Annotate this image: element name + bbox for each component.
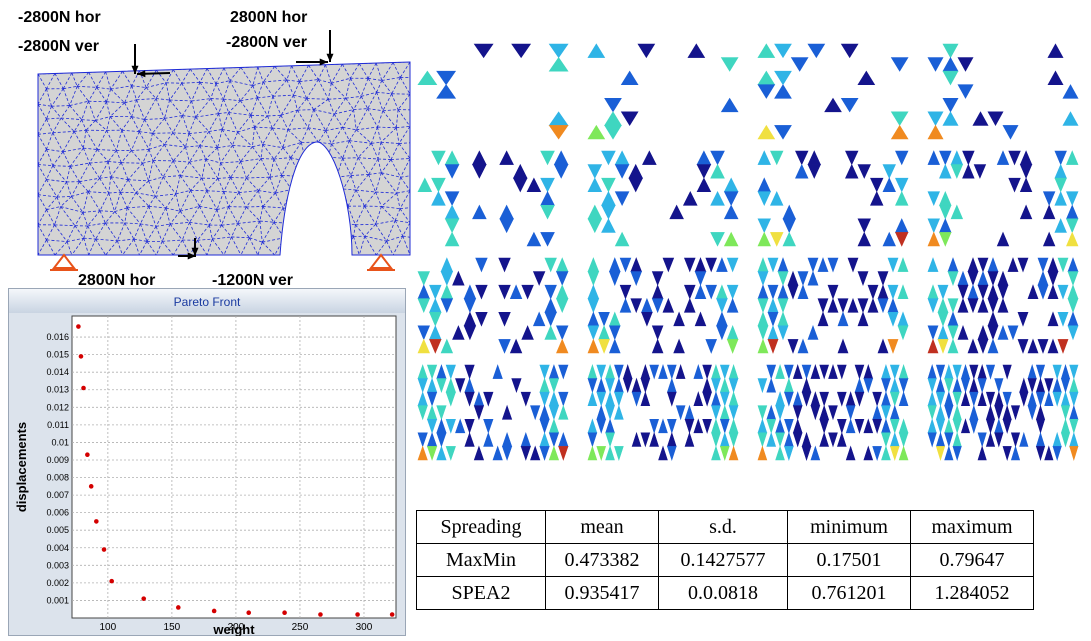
topology-panel: [418, 151, 568, 246]
y-axis-label: displacements: [14, 422, 29, 512]
y-tick-label: 0.002: [46, 578, 69, 588]
pareto-chart: Pareto Front 0.001 0.002 0.003 0.004 0.005 0.0…: [8, 288, 406, 636]
y-tick-label: 0.01: [51, 437, 69, 447]
table-cell: 0.17501: [788, 544, 911, 577]
header-cell: s.d.: [659, 511, 788, 544]
y-tick-label: 0.001: [46, 595, 69, 605]
topology-panel: [928, 258, 1078, 353]
load-label-top-left-ver: -2800N ver: [18, 38, 99, 56]
support-left: [54, 255, 74, 268]
data-point: [89, 484, 94, 489]
y-tick-label: 0.011: [47, 420, 69, 430]
data-point: [79, 354, 84, 359]
x-tick-label: 250: [292, 622, 309, 633]
x-axis-label: weight: [212, 622, 255, 636]
load-arrow-top-right-ver-head: [326, 54, 333, 62]
y-tick-label: 0.015: [46, 350, 69, 360]
x-tick-label: 150: [164, 622, 181, 633]
y-tick-label: 0.007: [46, 490, 69, 500]
data-point: [246, 610, 251, 615]
load-label-top-left-hor: -2800N hor: [18, 9, 101, 27]
data-point: [282, 610, 287, 615]
data-point: [109, 579, 114, 584]
topology-panel: [928, 44, 1078, 139]
topology-panel: [758, 44, 908, 139]
topology-panel: [758, 258, 908, 353]
topology-panel: [928, 365, 1078, 460]
header-cell: minimum: [788, 511, 911, 544]
data-point: [390, 612, 395, 617]
y-tick-label: 0.016: [46, 332, 69, 342]
topology-panel: [588, 365, 738, 460]
header-cell: maximum: [911, 511, 1034, 544]
support-right: [371, 255, 391, 268]
data-point: [76, 324, 81, 329]
topology-panel: [758, 151, 908, 246]
table-cell: 0.79647: [911, 544, 1034, 577]
y-tick-label: 0.012: [46, 402, 69, 412]
topology-panel: [928, 151, 1078, 246]
data-point: [318, 612, 323, 617]
table-cell: 0.0.0818: [659, 577, 788, 610]
y-tick-label: 0.013: [46, 385, 69, 395]
y-tick-label: 0.014: [46, 367, 69, 377]
plot-area: [72, 316, 396, 618]
data-point: [102, 547, 107, 552]
pareto-chart-svg: Pareto Front 0.001 0.002 0.003 0.004 0.005 0.0…: [8, 288, 406, 636]
data-point: [81, 386, 86, 391]
table-cell: SPEA2: [417, 577, 546, 610]
load-label-top-right-hor: 2800N hor: [230, 9, 307, 27]
topology-panel: [758, 365, 908, 460]
topology-grid-svg: [410, 40, 1091, 470]
table-cell: 0.935417: [546, 577, 659, 610]
topology-panel: [418, 44, 568, 139]
y-tick-label: 0.009: [46, 455, 69, 465]
y-tick-label: 0.004: [46, 543, 69, 553]
table-cell: MaxMin: [417, 544, 546, 577]
data-point: [212, 609, 217, 614]
mesh-panel: -2800N hor -2800N ver 2800N hor -2800N v…: [0, 0, 420, 290]
table-header-row: Spreading mean s.d. minimum maximum: [417, 511, 1034, 544]
table-row: MaxMin 0.473382 0.1427577 0.17501 0.7964…: [417, 544, 1034, 577]
y-tick-label: 0.008: [46, 473, 69, 483]
x-tick-label: 300: [356, 622, 373, 633]
data-point: [94, 519, 99, 524]
y-tick-label: 0.003: [46, 560, 69, 570]
data-point: [141, 596, 146, 601]
topology-grid: [410, 40, 1091, 470]
y-tick-label: 0.006: [46, 508, 69, 518]
topology-panel: [588, 44, 738, 139]
topology-panel: [418, 258, 568, 353]
header-cell: mean: [546, 511, 659, 544]
chart-title: Pareto Front: [174, 295, 241, 309]
topology-panel: [588, 258, 738, 353]
data-point: [355, 612, 360, 617]
x-tick-label: 100: [100, 622, 117, 633]
y-tick-label: 0.005: [46, 525, 69, 535]
table-cell: 0.1427577: [659, 544, 788, 577]
topology-panel: [588, 151, 738, 246]
data-point: [85, 452, 90, 457]
load-label-top-right-ver: -2800N ver: [226, 34, 307, 52]
table-cell: 0.761201: [788, 577, 911, 610]
data-point: [176, 605, 181, 610]
topology-panel: [418, 365, 568, 460]
spreading-stats-table: Spreading mean s.d. minimum maximum MaxM…: [416, 510, 1034, 610]
table-row: SPEA2 0.935417 0.0.0818 0.761201 1.28405…: [417, 577, 1034, 610]
header-cell: Spreading: [417, 511, 546, 544]
table-cell: 1.284052: [911, 577, 1034, 610]
table-cell: 0.473382: [546, 544, 659, 577]
